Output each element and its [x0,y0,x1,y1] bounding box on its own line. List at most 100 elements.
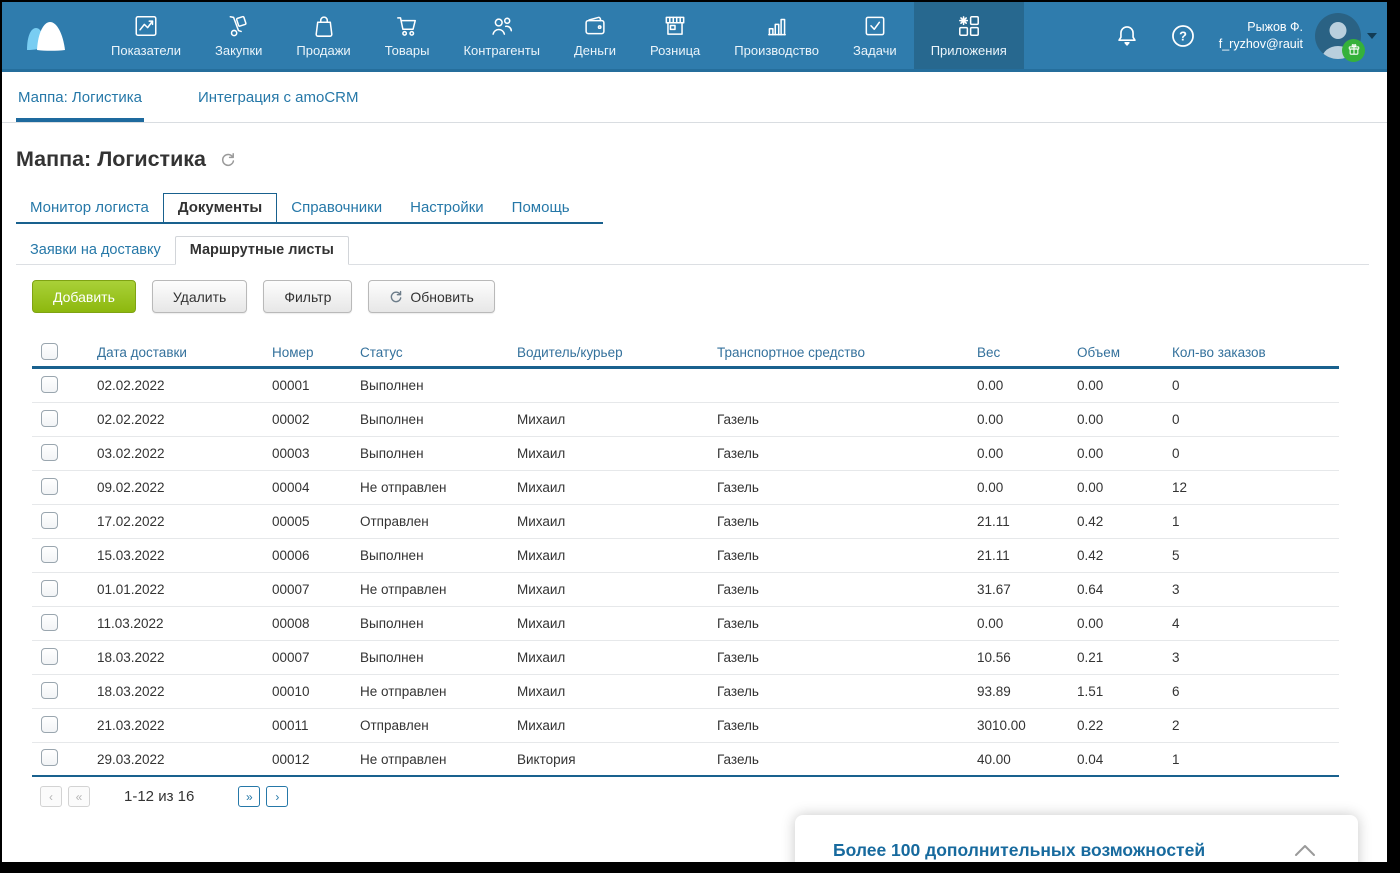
promo-banner-link[interactable]: Более 100 дополнительных возможностей [833,839,1206,860]
cell: Выполнен [360,650,424,665]
page-first-button[interactable]: « [68,786,90,807]
cell: 3 [1172,582,1180,597]
cell: 00003 [272,446,310,461]
row-checkbox[interactable] [41,681,58,699]
page-next-button[interactable]: › [266,786,289,807]
cell: 17.02.2022 [97,514,165,529]
row-checkbox[interactable] [41,749,58,766]
row-checkbox[interactable] [41,477,58,495]
table-row[interactable]: 02.02.2022 00001 Выполнен 0.00 0.00 0 [32,369,1339,403]
column-header[interactable]: Статус [360,345,403,360]
cell: Не отправлен [360,582,447,597]
cell: 5 [1172,548,1180,563]
title-refresh-icon[interactable] [220,152,236,168]
table-row[interactable]: 11.03.2022 00008 Выполнен Михаил Газель 0.00 0… [32,607,1339,641]
main-tab-4[interactable]: Настройки [410,199,484,216]
cell: 18.03.2022 [97,650,165,665]
topnav-item-purchases[interactable]: Закупки [198,2,279,69]
row-checkbox[interactable] [41,443,58,461]
row-checkbox[interactable] [41,579,58,597]
page-last-button[interactable]: » [238,786,261,807]
topnav-item-production[interactable]: Производство [717,2,836,69]
topnav-items: Показатели Закупки Продажи Товары Контра… [94,2,1024,69]
user-dropdown-caret-icon[interactable] [1367,32,1377,39]
production-icon [764,13,790,39]
cell: 0 [1172,412,1180,427]
topnav-item-money[interactable]: Деньги [557,2,633,69]
cell: 00004 [272,480,310,495]
row-checkbox[interactable] [41,511,58,529]
banner-collapse-chevron-icon[interactable] [1292,842,1318,858]
moysklad-logo[interactable] [2,2,94,69]
cell: Газель [717,751,759,767]
help-icon[interactable]: ? [1168,21,1198,51]
cell: 0.00 [1077,446,1104,461]
sub-tab-2[interactable]: Маршрутные листы [174,236,349,265]
row-checkbox[interactable] [41,613,58,631]
add-button[interactable]: Добавить [32,280,136,313]
topnav-item-tasks[interactable]: Задачи [836,2,914,69]
notifications-bell-icon[interactable] [1112,21,1142,51]
table-row[interactable]: 01.01.2022 00007 Не отправлен Михаил Газель 3… [32,573,1339,607]
table-row[interactable]: 21.03.2022 00011 Отправлен Михаил Газель 3010… [32,709,1339,743]
metrics-icon [133,13,159,39]
sub-tab-1[interactable]: Заявки на доставку [30,242,161,258]
column-header[interactable]: Вес [977,345,1001,360]
table-row[interactable]: 18.03.2022 00010 Не отправлен Михаил Газель 9… [32,675,1339,709]
cell: 0.00 [977,378,1004,393]
table-row[interactable]: 15.03.2022 00006 Выполнен Михаил Газель 21.11… [32,539,1339,573]
select-all-checkbox[interactable] [41,342,58,360]
topnav-item-retail[interactable]: Розница [633,2,717,69]
cell: Газель [717,650,759,665]
row-checkbox[interactable] [41,647,58,665]
topnav-item-apps[interactable]: Приложения [913,2,1024,69]
column-header[interactable]: Водитель/курьер [517,345,623,360]
table-row[interactable]: 18.03.2022 00007 Выполнен Михаил Газель 10.56… [32,641,1339,675]
delete-button[interactable]: Удалить [151,280,248,313]
column-header[interactable]: Номер [272,345,314,360]
cell: 02.02.2022 [97,412,165,427]
cell: 2 [1172,718,1180,733]
column-header[interactable]: Дата доставки [97,345,187,360]
table-row[interactable]: 02.02.2022 00002 Выполнен Михаил Газель 0.00 0… [32,403,1339,437]
filter-button[interactable]: Фильтр [263,280,353,313]
topnav-item-goods[interactable]: Товары [368,2,447,69]
cell: Газель [717,548,759,563]
column-header[interactable]: Объем [1077,345,1121,360]
cell: 1.51 [1077,684,1104,699]
refresh-button[interactable]: Обновить [368,280,495,313]
money-icon [582,13,608,39]
sales-icon [311,13,337,39]
table-row[interactable]: 29.03.2022 00012 Не отправлен Виктория Газел… [32,743,1339,777]
table-row[interactable]: 17.02.2022 00005 Отправлен Михаил Газель 21.1… [32,505,1339,539]
user-account-menu[interactable]: Рыжов Ф. f_ryzhov@rauit [1219,19,1303,53]
row-checkbox[interactable] [41,715,58,733]
gift-badge-icon[interactable] [1342,38,1365,62]
main-tab-5[interactable]: Помощь [511,199,570,216]
app-tab-1[interactable]: Маппа: Логистика [16,72,144,122]
user-email: f_ryzhov@rauit [1218,36,1303,51]
main-tab-1[interactable]: Монитор логиста [30,199,149,216]
table-row[interactable]: 09.02.2022 00004 Не отправлен Михаил Газель 0… [32,471,1339,505]
svg-text:?: ? [1179,28,1187,43]
column-header[interactable]: Транспортное средство [717,345,865,360]
page-prev-button[interactable]: ‹ [40,786,62,807]
column-header[interactable]: Кол-во заказов [1172,345,1266,360]
app-tab-2[interactable]: Интеграция с amoCRM [197,88,359,106]
row-checkbox[interactable] [41,545,58,563]
retail-icon [662,13,688,39]
table-row[interactable]: 03.02.2022 00003 Выполнен Михаил Газель 0.00 0… [32,437,1339,471]
topnav-item-metrics[interactable]: Показатели [94,2,198,69]
cell: Газель [717,412,759,427]
main-tab-2[interactable]: Документы [162,193,278,222]
topnav-item-sales[interactable]: Продажи [279,2,367,69]
main-tab-3[interactable]: Справочники [291,199,383,216]
cell: Отправлен [360,718,429,733]
avatar[interactable] [1315,12,1365,62]
row-checkbox[interactable] [41,375,58,393]
cell: 01.01.2022 [97,582,165,597]
route-sheets-table: Дата доставки Номер Статус Водитель/курьер Т… [32,339,1339,777]
cell: 21.03.2022 [97,718,165,733]
row-checkbox[interactable] [41,409,58,427]
topnav-item-partners[interactable]: Контрагенты [446,2,557,69]
